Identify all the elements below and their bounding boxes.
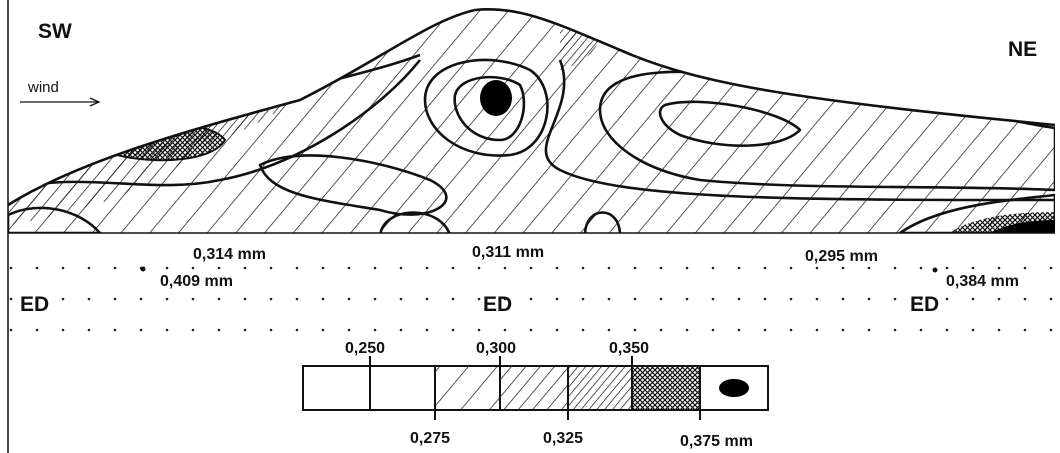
legend-label: 0,250 <box>345 340 385 357</box>
dune-outline <box>7 7 1056 207</box>
legend-label: 0,375 mm <box>680 433 753 450</box>
measurement: 0,311 mm <box>472 244 544 261</box>
legend-label: 0,325 <box>543 430 583 447</box>
deposit-dots <box>8 253 1060 346</box>
zone-label: ED <box>483 293 512 316</box>
wind-label: wind <box>27 79 59 96</box>
direction-label: NE <box>1008 38 1037 61</box>
wind-arrow-head <box>89 97 101 107</box>
measurement: 0,295 mm <box>805 248 878 265</box>
measurement: 0,409 mm <box>160 273 233 290</box>
measurement: 0,384 mm <box>946 273 1019 290</box>
sample-point <box>932 267 938 273</box>
legend <box>302 356 769 420</box>
zone-label: ED <box>20 293 49 316</box>
measurement: 0,314 mm <box>193 246 266 263</box>
dune <box>8 9 1055 233</box>
legend-label: 0,275 <box>410 430 450 447</box>
direction-label: SW <box>38 20 72 43</box>
legend-label: 0,300 <box>476 340 516 357</box>
legend-label: 0,350 <box>609 340 649 357</box>
sample-point <box>140 266 146 272</box>
zone-label: ED <box>910 293 939 316</box>
